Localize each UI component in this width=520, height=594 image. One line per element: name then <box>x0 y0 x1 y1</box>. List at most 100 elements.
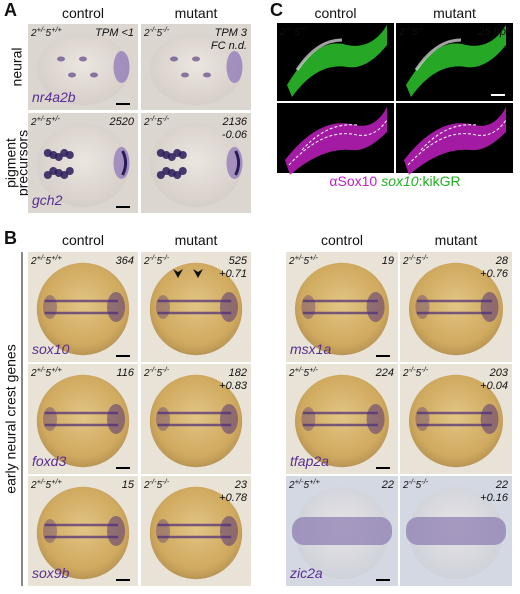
embryo <box>408 262 504 356</box>
genotype-part: 5 <box>157 256 163 267</box>
genotype: 2+/-5+/- <box>30 114 61 129</box>
fluorescence <box>285 107 387 175</box>
genotype-part: +/+ <box>51 253 62 262</box>
column-header: control <box>62 232 104 248</box>
embryo <box>149 374 243 468</box>
gene-label: sox9b <box>32 565 70 581</box>
genotype-part: 2 <box>30 28 37 39</box>
stain <box>121 150 128 176</box>
column-header: mutant <box>175 5 218 21</box>
embryo <box>149 123 243 207</box>
stain <box>79 56 87 62</box>
stain <box>220 292 238 322</box>
stat: 19 <box>382 255 394 267</box>
genotype-part: -/- <box>162 114 170 123</box>
genotype-part: +/- <box>37 253 46 262</box>
stain <box>292 517 392 545</box>
panel-label: A <box>4 0 17 20</box>
caption-part: :kikGR <box>419 173 461 189</box>
genotype: 2-/-5-/- <box>143 25 170 40</box>
genotype-part: +/- <box>286 24 295 33</box>
stain <box>415 407 430 431</box>
genotype-part: 2 <box>398 27 405 38</box>
genotype: 2-/-5-/- <box>143 365 170 380</box>
genotype-part: 5 <box>157 368 163 379</box>
genotype-part: 5 <box>416 368 422 379</box>
embryo <box>36 486 130 580</box>
stain <box>234 150 241 176</box>
genotype-part: +/- <box>295 253 304 262</box>
genotype-part: 5 <box>46 368 52 379</box>
genotype-part: -/- <box>150 114 158 123</box>
genotype-part: 2 <box>402 256 409 267</box>
stain <box>60 171 69 179</box>
stain <box>301 407 316 431</box>
stat: 22 <box>495 479 508 491</box>
genotype-part: +/- <box>37 25 46 34</box>
genotype-part: 2 <box>402 368 409 379</box>
genotype-part: 5 <box>46 480 52 491</box>
genotype-part: 5 <box>46 256 52 267</box>
genotype-part: -/- <box>421 365 429 374</box>
column-header: mutant <box>435 232 478 248</box>
gene-label: msx1a <box>290 341 331 357</box>
fluorescence <box>414 38 462 71</box>
genotype-part: -/- <box>421 253 429 262</box>
stat: +0.83 <box>219 380 248 392</box>
stain <box>203 72 211 78</box>
stain <box>90 72 98 78</box>
gene-label: tfap2a <box>290 453 329 469</box>
gene-label: foxd3 <box>32 453 66 469</box>
embryo <box>149 262 243 356</box>
genotype-part: -/- <box>162 477 170 486</box>
column-header: mutant <box>433 5 476 21</box>
stain <box>220 404 238 434</box>
genotype: 2+/-5+/+ <box>30 477 63 492</box>
embryo <box>149 32 243 106</box>
column-header: control <box>314 5 356 21</box>
genotype-part: -/- <box>162 25 170 34</box>
genotype-part: -/- <box>150 25 158 34</box>
genotype-part: +/- <box>51 114 60 123</box>
row-label: neural <box>9 48 25 87</box>
stain <box>107 292 125 322</box>
embryo <box>294 374 390 468</box>
fluorescence <box>406 25 506 97</box>
column-header: control <box>62 5 104 21</box>
genotype-part: +/- <box>295 365 304 374</box>
genotype: 2+/-5+/- <box>288 365 319 380</box>
genotype: 2-/-5-/- <box>143 477 170 492</box>
genotype-part: 2 <box>143 368 150 379</box>
stat: 2520 <box>109 116 135 128</box>
column-header: mutant <box>175 232 218 248</box>
embryo <box>408 374 504 468</box>
outline <box>301 124 358 151</box>
genotype-part: 2 <box>30 480 37 491</box>
stain <box>65 151 74 159</box>
stain <box>301 295 316 319</box>
outline <box>420 124 477 151</box>
stain <box>43 407 57 431</box>
genotype-part: +/+ <box>51 477 62 486</box>
genotype-part: +/- <box>37 114 46 123</box>
genotype-part: +/- <box>309 253 318 262</box>
genotype-part: -/- <box>417 24 425 33</box>
genotype-part: -/- <box>150 253 158 262</box>
genotype-part: -/- <box>409 365 417 374</box>
genotype: 2+/-5+/+ <box>30 365 63 380</box>
stain <box>57 56 65 62</box>
stat: +0.04 <box>480 380 508 392</box>
stain <box>480 292 499 322</box>
fluorescence <box>404 107 506 175</box>
genotype-part: 5 <box>46 28 52 39</box>
stain <box>480 404 499 434</box>
stain <box>192 56 200 62</box>
stain <box>156 519 170 543</box>
stain <box>366 404 385 434</box>
stat: 203 <box>489 367 509 379</box>
genotype-part: -/- <box>150 477 158 486</box>
stat: 15 <box>122 479 135 491</box>
stat: +0.78 <box>219 492 248 504</box>
fluorescence <box>287 25 387 97</box>
